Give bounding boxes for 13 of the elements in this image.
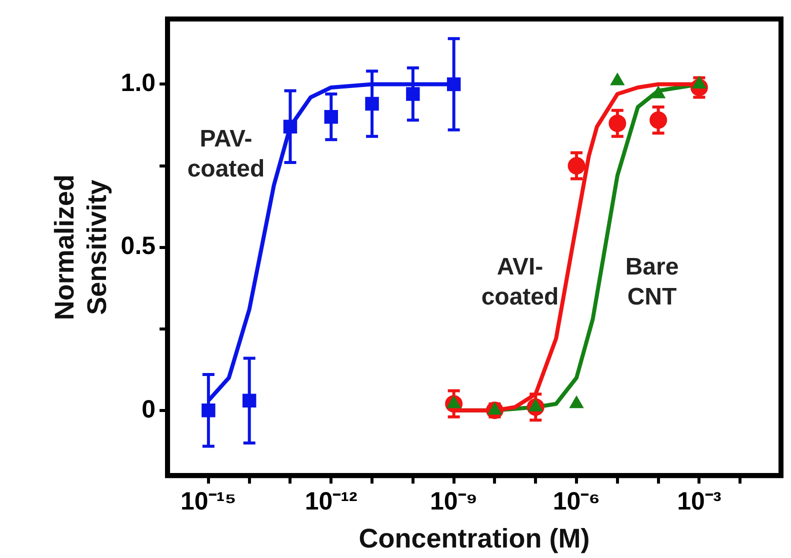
x-tick-label: 10⁻¹⁵	[180, 487, 236, 516]
series-label: Bare CNT	[625, 254, 679, 311]
x-tick-label: 10⁻¹²	[304, 487, 358, 516]
y-axis-title: Normalized Sensitivity	[50, 174, 112, 320]
x-axis-title: Concentration (M)	[358, 523, 590, 554]
y-tick-label: 1.0	[120, 69, 156, 98]
series-label: AVI-coated	[481, 254, 559, 311]
y-tick-label: 0	[142, 395, 156, 424]
y-tick-label: 0.5	[120, 232, 156, 260]
x-tick-label: 10⁻⁶	[552, 487, 600, 516]
series-label: PAV-coated	[187, 126, 265, 183]
x-tick-label: 10⁻⁹	[430, 487, 478, 516]
x-tick-label: 10⁻³	[677, 487, 722, 516]
